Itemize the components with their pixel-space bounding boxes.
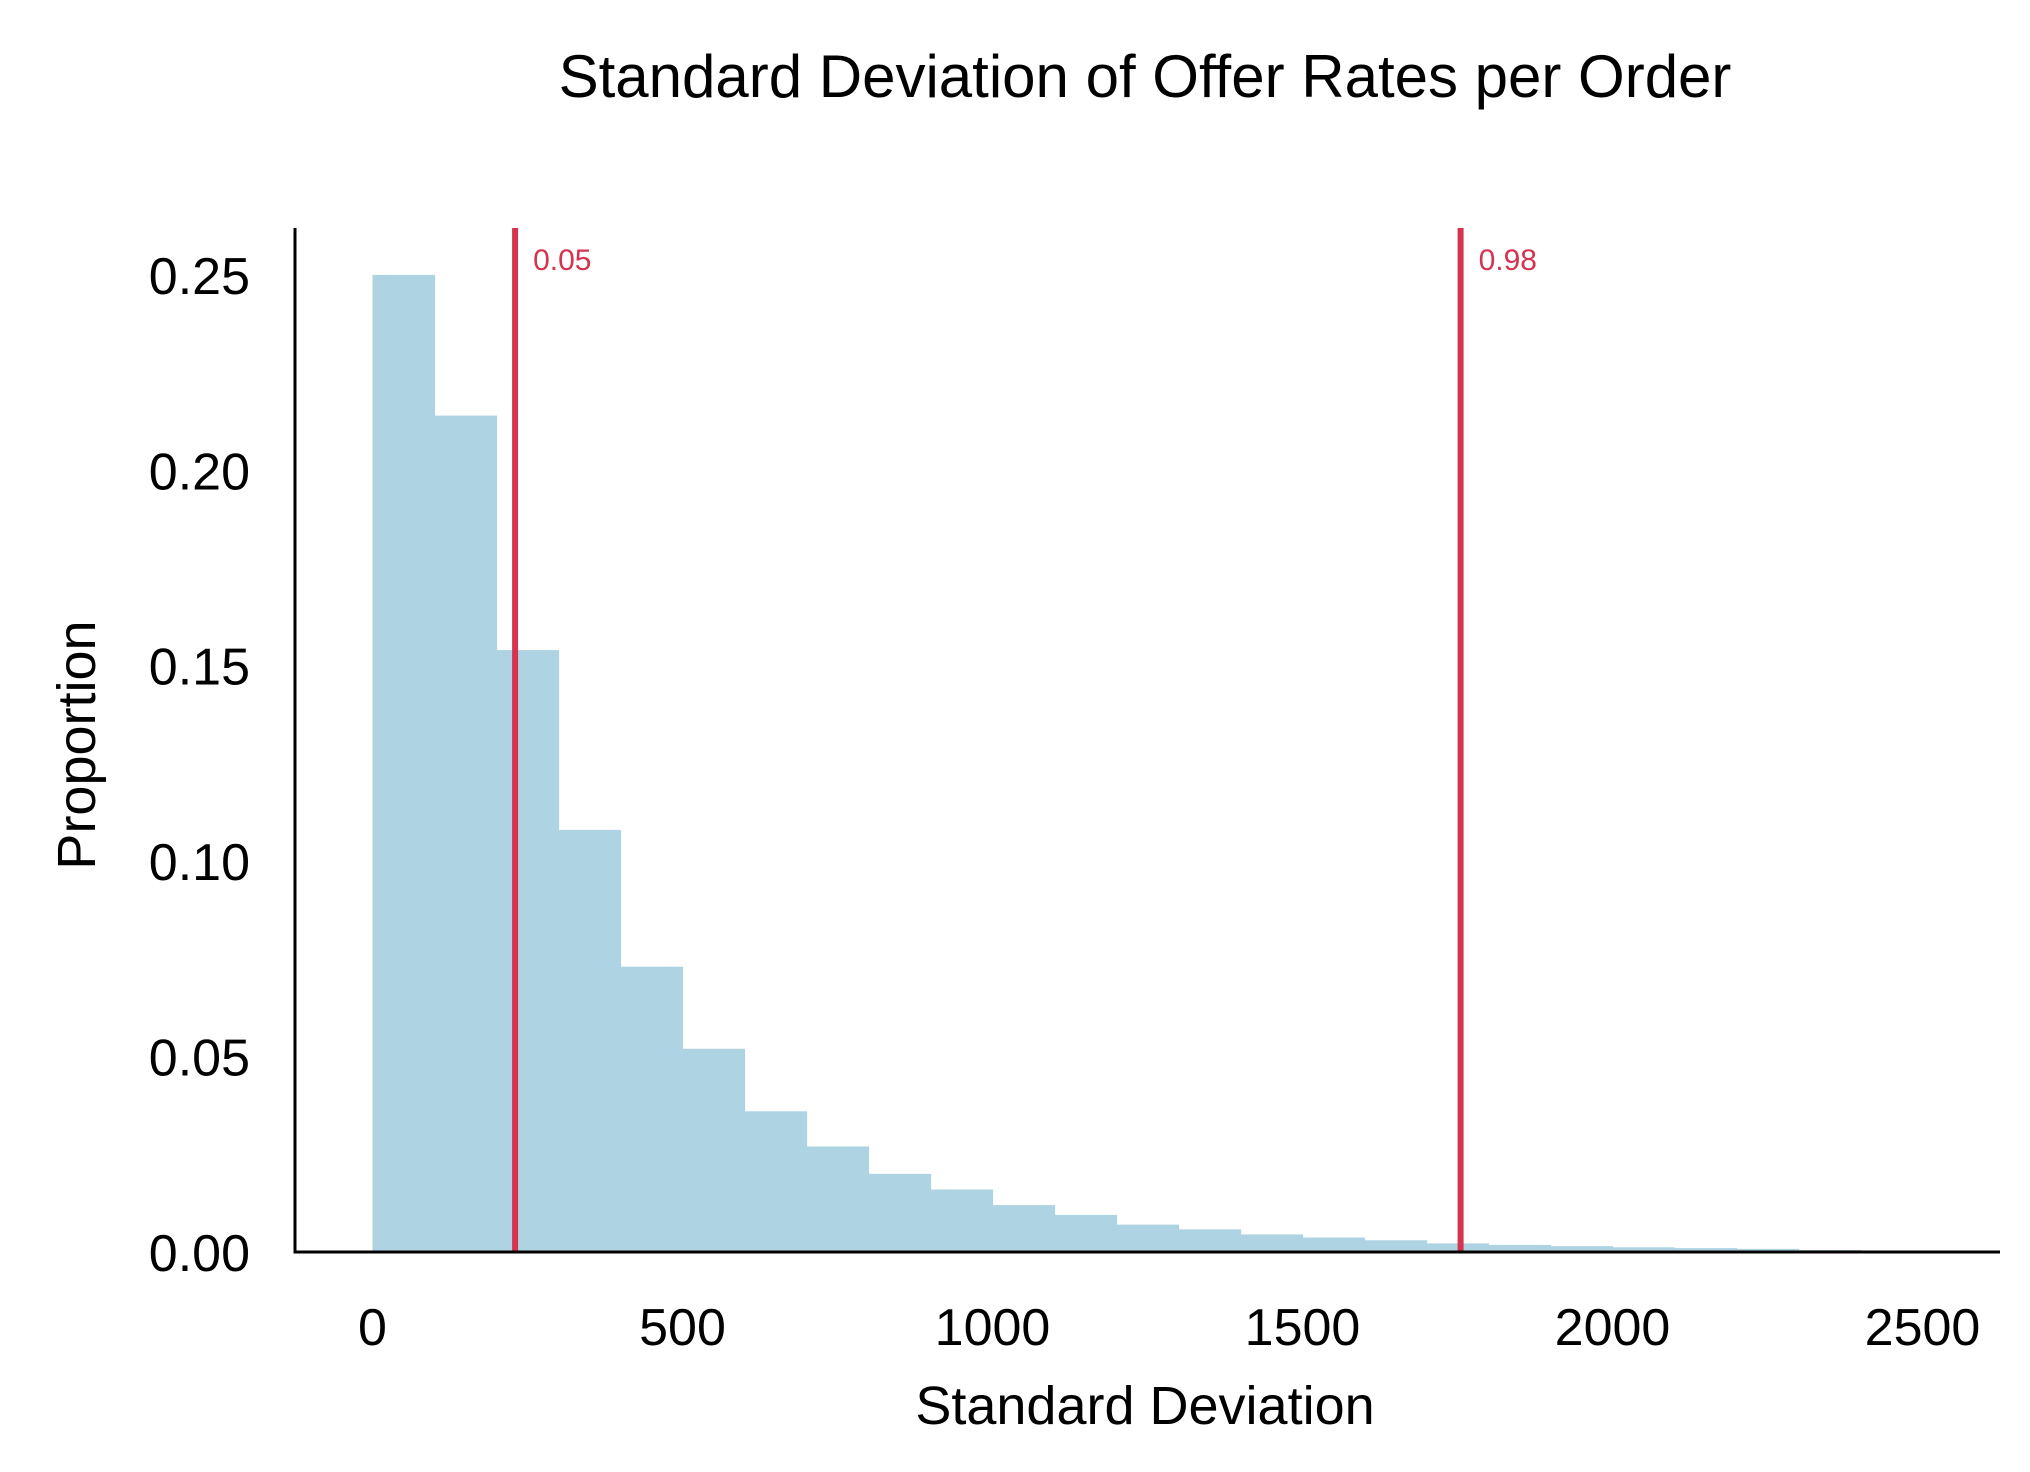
histogram-bar bbox=[930, 1189, 994, 1252]
y-tick-label: 0.15 bbox=[149, 639, 250, 697]
histogram-bar bbox=[496, 650, 560, 1252]
x-tick-label: 0 bbox=[358, 1299, 387, 1357]
histogram-bar bbox=[682, 1048, 746, 1252]
histogram-bar bbox=[1550, 1246, 1614, 1252]
histogram-bar bbox=[558, 829, 622, 1252]
histogram-bar bbox=[1178, 1229, 1242, 1252]
histogram-bar bbox=[372, 274, 436, 1252]
histogram-bar bbox=[806, 1146, 870, 1252]
x-tick-label: 2500 bbox=[1865, 1299, 1981, 1357]
histogram-bar bbox=[1240, 1234, 1304, 1252]
y-tick-label: 0.10 bbox=[149, 834, 250, 892]
histogram-bar bbox=[620, 966, 684, 1252]
y-axis-label: Proportion bbox=[47, 620, 107, 869]
y-tick-label: 0.05 bbox=[149, 1030, 250, 1088]
x-tick-label: 1000 bbox=[935, 1299, 1051, 1357]
histogram-bar bbox=[1674, 1248, 1738, 1252]
x-tick-label: 1500 bbox=[1245, 1299, 1361, 1357]
histogram-bar bbox=[434, 415, 498, 1253]
axes-group bbox=[293, 228, 2000, 1254]
x-axis-label: Standard Deviation bbox=[915, 1376, 1374, 1436]
histogram-bar bbox=[744, 1111, 808, 1252]
x-tick-label: 2000 bbox=[1555, 1299, 1671, 1357]
x-tick-label: 500 bbox=[639, 1299, 726, 1357]
y-tick-label: 0.20 bbox=[149, 443, 250, 501]
histogram-bar bbox=[1736, 1248, 1800, 1252]
histogram-bar bbox=[1364, 1240, 1428, 1252]
histogram-bar bbox=[1116, 1224, 1180, 1252]
histogram-bar bbox=[1054, 1214, 1118, 1252]
ticks-group: 0 500 1000 1500 2000 2500 0.00 0.05 0.10 0.15 0.20… bbox=[149, 248, 1981, 1357]
chart-title: Standard Deviation of Offer Rates per Or… bbox=[559, 43, 1732, 110]
vlines-group: 0.05 0.98 bbox=[512, 228, 1537, 1252]
bars-group bbox=[372, 274, 1862, 1253]
histogram-bar bbox=[1488, 1244, 1552, 1252]
histogram-bar bbox=[868, 1173, 932, 1252]
histogram-bar bbox=[1612, 1247, 1676, 1252]
threshold-label: 0.98 bbox=[1479, 244, 1537, 277]
y-tick-label: 0.25 bbox=[149, 248, 250, 306]
histogram-bar bbox=[992, 1205, 1056, 1252]
y-tick-label: 0.00 bbox=[149, 1225, 250, 1283]
threshold-label: 0.05 bbox=[533, 244, 591, 277]
histogram-bar bbox=[1302, 1237, 1366, 1252]
